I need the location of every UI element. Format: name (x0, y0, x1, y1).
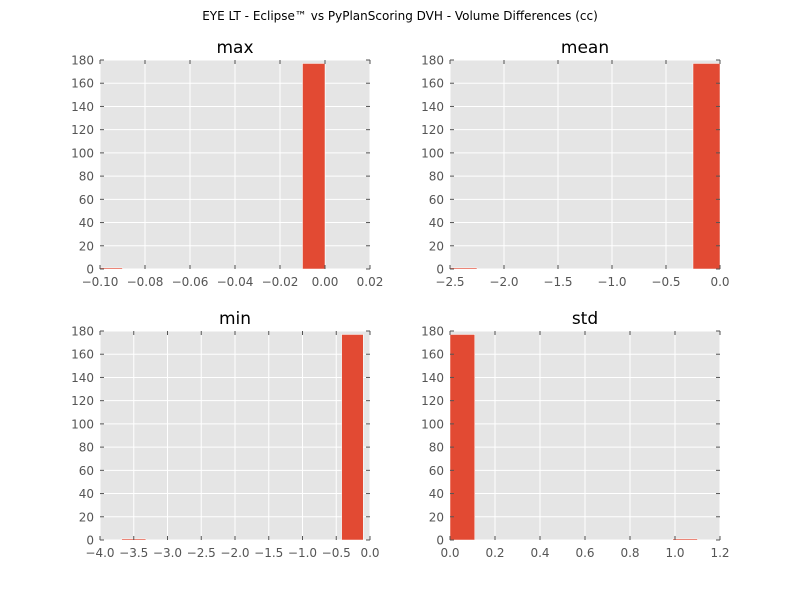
y-tick-label: 80 (429, 170, 444, 184)
y-tick-label: 100 (421, 146, 444, 160)
x-tick-label: −2.0 (220, 546, 249, 560)
panel-mean: −2.5 −2.0 −1.5 −1.0 −0.5 0.0 0 20 40 60 80 100 120 14… (421, 38, 729, 289)
x-tick-label: 0.8 (620, 546, 639, 560)
y-tick-label: 20 (429, 510, 444, 524)
panel-title: mean (561, 38, 609, 58)
histogram-bar (672, 538, 698, 541)
y-tick-label: 0 (436, 263, 444, 277)
histogram-bar (449, 334, 475, 541)
y-tick-label: 120 (71, 394, 94, 408)
y-tick-label: 140 (421, 100, 444, 114)
histogram-bar (692, 63, 721, 270)
figure-suptitle: EYE LT - Eclipse™ vs PyPlanScoring DVH -… (202, 9, 598, 23)
y-tick-label: 160 (71, 77, 94, 91)
y-tick-label: 100 (71, 146, 94, 160)
y-tick-label: 140 (421, 371, 444, 385)
x-tick-label: 0.0 (360, 546, 379, 560)
x-tick-label: −4.0 (85, 546, 114, 560)
y-tick-label: 20 (79, 510, 94, 524)
panel-max: −0.10 −0.08 −0.06 −0.04 −0.02 0.00 0.02 0 20 40 60… (71, 38, 383, 289)
x-tick-label: −0.10 (82, 275, 119, 289)
x-tick-label: 0.00 (312, 275, 339, 289)
panel-std: 0.0 0.2 0.4 0.6 0.8 1.0 1.2 0 20 40 60 80 100 120 140 1… (421, 309, 729, 560)
y-tick-label: 180 (421, 54, 444, 68)
y-tick-label: 40 (79, 216, 94, 230)
panel-title: std (572, 309, 598, 329)
y-tick-label: 140 (71, 100, 94, 114)
y-tick-label: 40 (79, 487, 94, 501)
y-tick-label: 180 (71, 54, 94, 68)
y-tick-label: 20 (79, 239, 94, 253)
y-tick-label: 140 (71, 371, 94, 385)
panel-title: max (216, 38, 253, 58)
plot-area (450, 60, 720, 269)
x-tick-label: −0.04 (217, 275, 254, 289)
y-tick-label: 160 (421, 348, 444, 362)
x-tick-label: −0.5 (651, 275, 680, 289)
y-tick-label: 100 (421, 417, 444, 431)
x-tick-label: 0.4 (530, 546, 549, 560)
x-tick-label: −1.0 (597, 275, 626, 289)
y-tick-label: 0 (86, 263, 94, 277)
y-tick-label: 160 (421, 77, 444, 91)
x-tick-label: −0.06 (172, 275, 209, 289)
y-tick-label: 180 (421, 325, 444, 339)
y-tick-label: 40 (429, 216, 444, 230)
x-tick-label: −1.5 (543, 275, 572, 289)
x-tick-label: 1.2 (710, 546, 729, 560)
x-tick-label: −1.0 (288, 546, 317, 560)
x-tick-label: −0.5 (322, 546, 351, 560)
y-tick-label: 120 (421, 123, 444, 137)
histogram-bar (302, 63, 326, 270)
x-tick-label: −2.5 (187, 546, 216, 560)
y-tick-label: 0 (436, 534, 444, 548)
y-tick-label: 80 (429, 441, 444, 455)
y-tick-label: 120 (71, 123, 94, 137)
y-tick-label: 160 (71, 348, 94, 362)
x-tick-label: 0.0 (710, 275, 729, 289)
x-tick-label: 1.0 (665, 546, 684, 560)
histogram-bar (341, 334, 364, 541)
x-tick-label: −3.5 (119, 546, 148, 560)
y-tick-label: 60 (79, 193, 94, 207)
y-tick-label: 180 (71, 325, 94, 339)
x-tick-label: −2.5 (435, 275, 464, 289)
y-tick-label: 60 (79, 464, 94, 478)
x-tick-label: −1.5 (254, 546, 283, 560)
y-tick-label: 120 (421, 394, 444, 408)
x-tick-label: 0.0 (440, 546, 459, 560)
x-tick-label: 0.02 (357, 275, 384, 289)
x-tick-label: −0.08 (127, 275, 164, 289)
y-tick-label: 60 (429, 193, 444, 207)
panel-title: min (219, 309, 251, 329)
panel-min: −4.0 −3.5 −3.0 −2.5 −2.0 −1.5 −1.0 −0.5 0.0 0 20 40… (71, 309, 379, 560)
y-tick-label: 0 (86, 534, 94, 548)
y-tick-label: 100 (71, 417, 94, 431)
x-tick-label: 0.2 (485, 546, 504, 560)
histogram-bar (449, 267, 478, 270)
y-tick-label: 40 (429, 487, 444, 501)
y-tick-label: 80 (79, 170, 94, 184)
x-tick-label: −0.02 (262, 275, 299, 289)
x-tick-label: −3.0 (153, 546, 182, 560)
y-tick-label: 80 (79, 441, 94, 455)
y-tick-label: 60 (429, 464, 444, 478)
y-tick-label: 20 (429, 239, 444, 253)
x-tick-label: 0.6 (575, 546, 594, 560)
x-tick-label: −2.0 (489, 275, 518, 289)
